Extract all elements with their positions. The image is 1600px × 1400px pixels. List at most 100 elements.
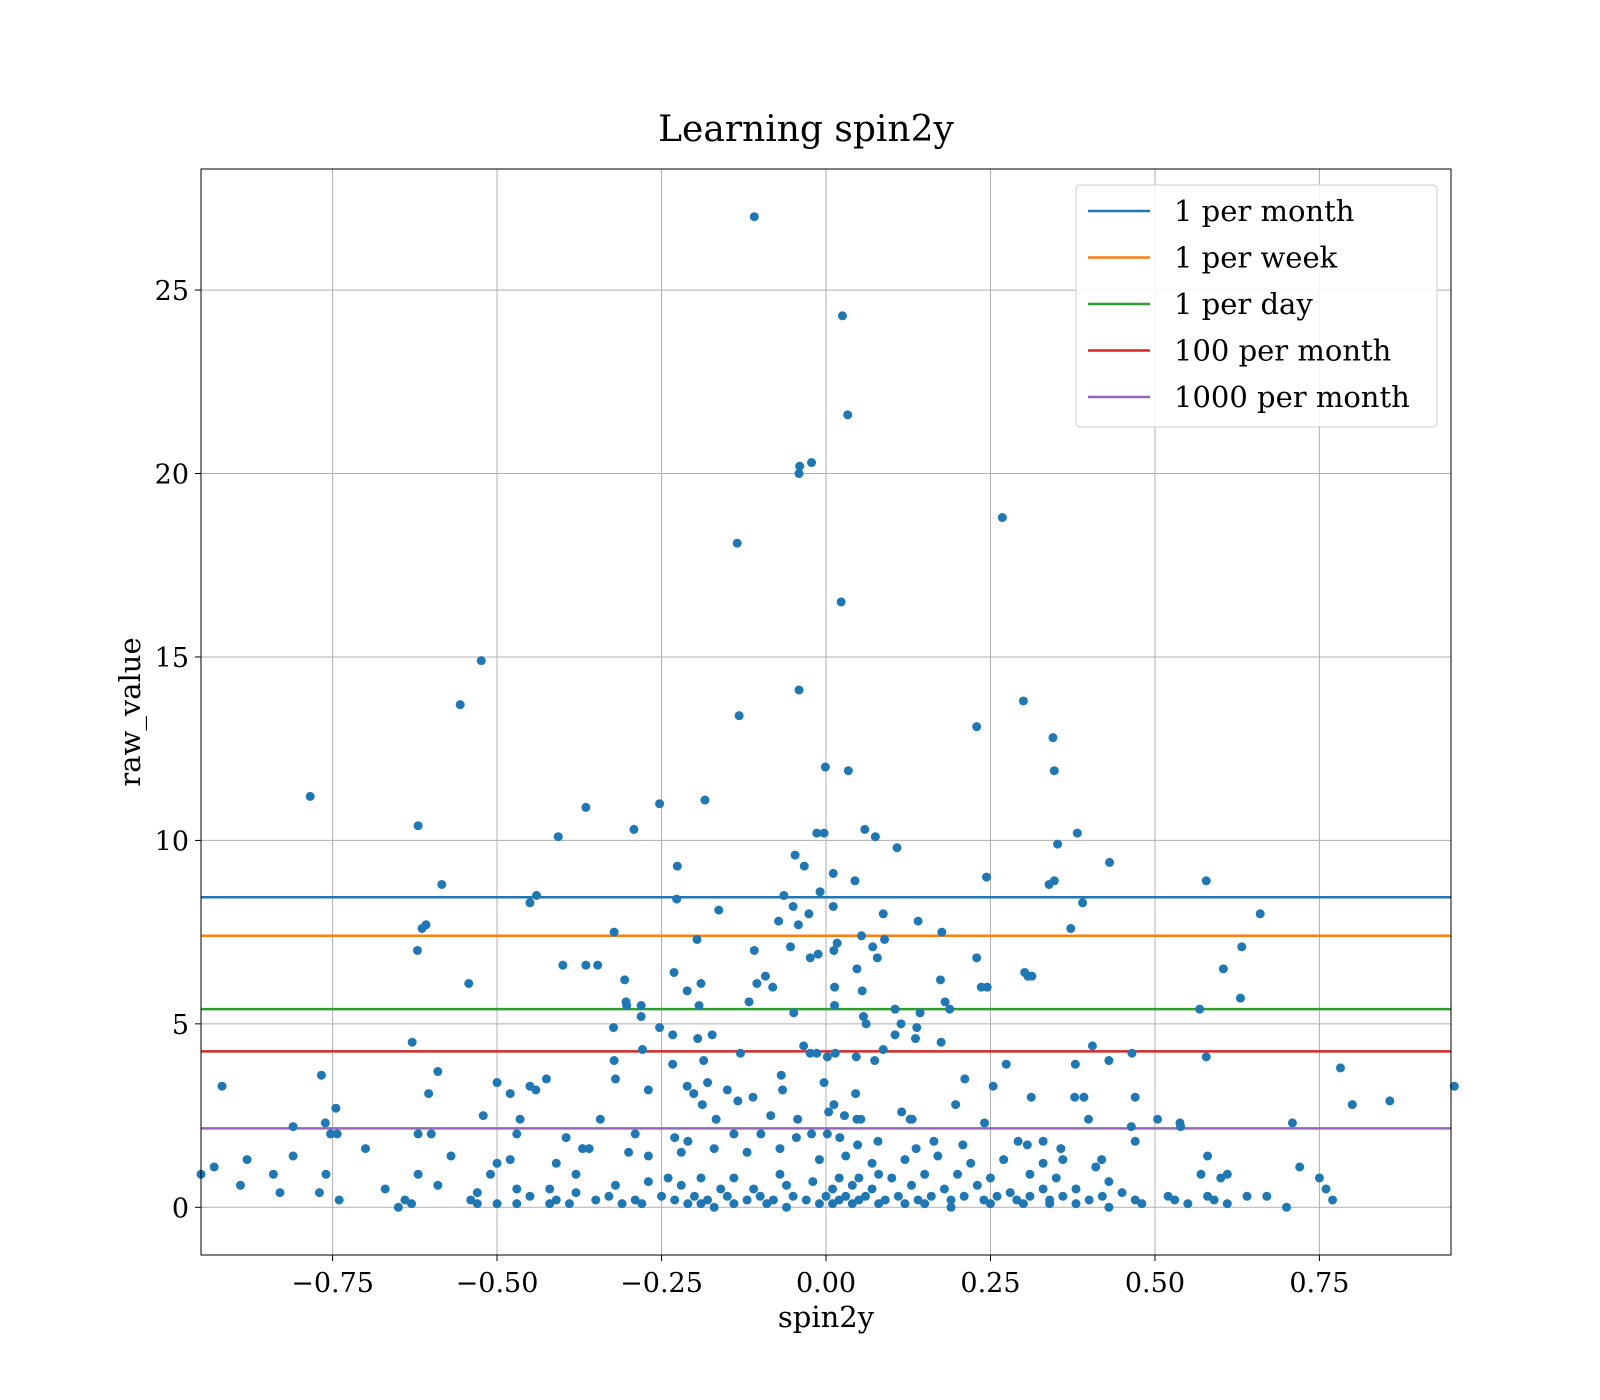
data-point	[878, 909, 888, 919]
data-point	[492, 1199, 502, 1209]
data-point	[622, 1001, 632, 1011]
data-point	[799, 1041, 809, 1051]
data-point	[913, 916, 923, 926]
data-point	[630, 1129, 640, 1139]
data-point	[669, 967, 679, 977]
data-point	[880, 1195, 890, 1205]
data-point	[551, 1195, 561, 1205]
data-point	[512, 1129, 522, 1139]
y-tick-label: 5	[172, 1010, 189, 1041]
data-point	[466, 1195, 476, 1205]
data-point	[1127, 1048, 1137, 1058]
data-point	[722, 1191, 732, 1201]
data-point	[828, 1184, 838, 1194]
data-point	[334, 1195, 344, 1205]
data-point	[807, 1129, 817, 1139]
data-point	[464, 979, 474, 988]
data-point	[1058, 1155, 1068, 1165]
threshold-lines	[201, 896, 1451, 1130]
data-point	[907, 1114, 917, 1124]
data-point	[1013, 1136, 1023, 1146]
data-point	[591, 1195, 601, 1205]
data-point	[413, 1169, 423, 1179]
data-point	[689, 1191, 699, 1201]
data-point	[729, 1199, 739, 1209]
data-point	[828, 1199, 838, 1209]
data-point	[857, 986, 867, 996]
data-point	[1222, 1169, 1232, 1179]
data-point	[584, 1144, 594, 1154]
data-point	[762, 1199, 772, 1209]
data-point	[1203, 1151, 1213, 1161]
data-point	[610, 1074, 620, 1084]
data-point	[305, 791, 315, 801]
data-point	[820, 762, 830, 772]
data-point	[1153, 1114, 1163, 1124]
data-point	[847, 1180, 857, 1190]
data-point	[813, 949, 823, 959]
data-point	[268, 1169, 278, 1179]
data-point	[683, 1136, 693, 1146]
scatter-points	[196, 212, 1459, 1212]
data-point	[735, 1048, 745, 1058]
data-point	[812, 1048, 822, 1058]
data-point	[1044, 879, 1054, 889]
x-tick-label: −0.50	[456, 1268, 539, 1299]
data-point	[733, 1096, 743, 1106]
data-point	[1005, 1188, 1015, 1198]
data-point	[839, 1111, 849, 1121]
data-point	[807, 458, 817, 468]
data-point	[959, 1191, 969, 1201]
data-point	[700, 795, 710, 805]
data-point	[897, 1107, 907, 1117]
data-point	[610, 1180, 620, 1190]
data-point	[696, 1199, 706, 1209]
data-point	[1105, 857, 1115, 867]
data-point	[1038, 1136, 1048, 1146]
data-point	[1287, 1118, 1297, 1128]
data-point	[972, 722, 982, 732]
data-point	[859, 1012, 868, 1022]
data-point	[805, 953, 815, 963]
data-point	[417, 923, 427, 933]
data-point	[331, 1103, 341, 1113]
data-point	[742, 1147, 752, 1157]
data-point	[828, 868, 838, 878]
data-point	[760, 971, 770, 981]
data-point	[515, 1114, 525, 1124]
data-point	[1038, 1158, 1048, 1168]
data-point	[1097, 1191, 1107, 1201]
data-point	[812, 828, 822, 838]
data-point	[851, 1089, 861, 1099]
data-point	[692, 934, 702, 944]
data-point	[571, 1169, 581, 1179]
data-point	[1071, 1199, 1081, 1209]
data-point	[860, 1191, 870, 1201]
data-point	[1053, 839, 1063, 849]
data-point	[890, 1030, 900, 1040]
data-point	[1385, 1096, 1395, 1106]
data-point	[958, 1140, 968, 1150]
data-point	[936, 1037, 946, 1047]
data-point	[1201, 876, 1211, 886]
data-point	[476, 656, 486, 666]
data-point	[790, 850, 800, 860]
data-point	[729, 1129, 739, 1139]
data-point	[512, 1184, 522, 1194]
data-point	[829, 945, 839, 955]
data-point	[850, 876, 860, 886]
data-point	[326, 1129, 336, 1139]
data-point	[553, 832, 563, 842]
data-point	[545, 1184, 555, 1194]
data-point	[1222, 1199, 1232, 1209]
data-point	[1242, 1191, 1252, 1201]
data-point	[1022, 1140, 1032, 1150]
data-point	[920, 1199, 930, 1209]
data-point	[854, 1195, 864, 1205]
y-axis-label: raw_value	[113, 637, 148, 786]
data-point	[951, 1100, 961, 1110]
data-point	[788, 901, 798, 911]
data-point	[1295, 1162, 1305, 1172]
data-point	[937, 927, 947, 937]
data-point	[668, 1030, 678, 1040]
